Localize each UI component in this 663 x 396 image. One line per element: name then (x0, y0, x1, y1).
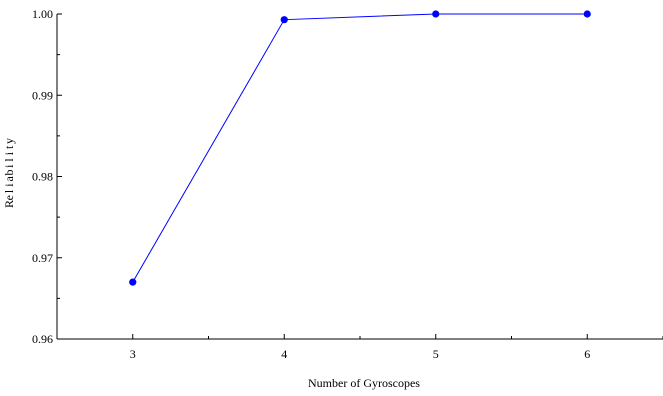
x-tick-label: 3 (130, 347, 136, 361)
y-axis-label-char: y (2, 138, 16, 144)
data-point (129, 278, 137, 286)
y-axis-label-char: R (2, 200, 16, 208)
y-axis-label-char: i (2, 151, 16, 155)
x-tick-label: 6 (584, 347, 590, 361)
series (129, 10, 591, 286)
data-point (432, 10, 440, 18)
y-axis-label-char: l (2, 189, 16, 193)
y-axis-label-char: i (2, 164, 16, 168)
x-axis-label: Number of Gyroscopes (308, 376, 420, 390)
y-axis-label-char: t (2, 145, 16, 149)
series-line (132, 13, 588, 283)
y-axis-label-char: a (2, 175, 16, 181)
data-point (583, 10, 591, 18)
x-tick-label: 5 (433, 347, 439, 361)
data-point (280, 16, 288, 24)
y-tick-label: 0.99 (32, 88, 53, 102)
ticks: 0.96 0.97 0.98 0.99 1.00 3 4 5 6 (32, 7, 663, 361)
y-axis-label-char: e (2, 195, 16, 200)
axes (56, 14, 663, 340)
x-tick-label: 4 (281, 347, 287, 361)
y-tick-label: 0.98 (32, 170, 53, 184)
y-axis-label-char: i (2, 183, 16, 187)
y-axis-label-char: l (2, 158, 16, 162)
y-axis-label-char: b (2, 170, 16, 176)
y-tick-label: 1.00 (32, 7, 53, 21)
y-tick-label: 0.97 (32, 251, 53, 265)
y-tick-label: 0.96 (32, 332, 53, 346)
